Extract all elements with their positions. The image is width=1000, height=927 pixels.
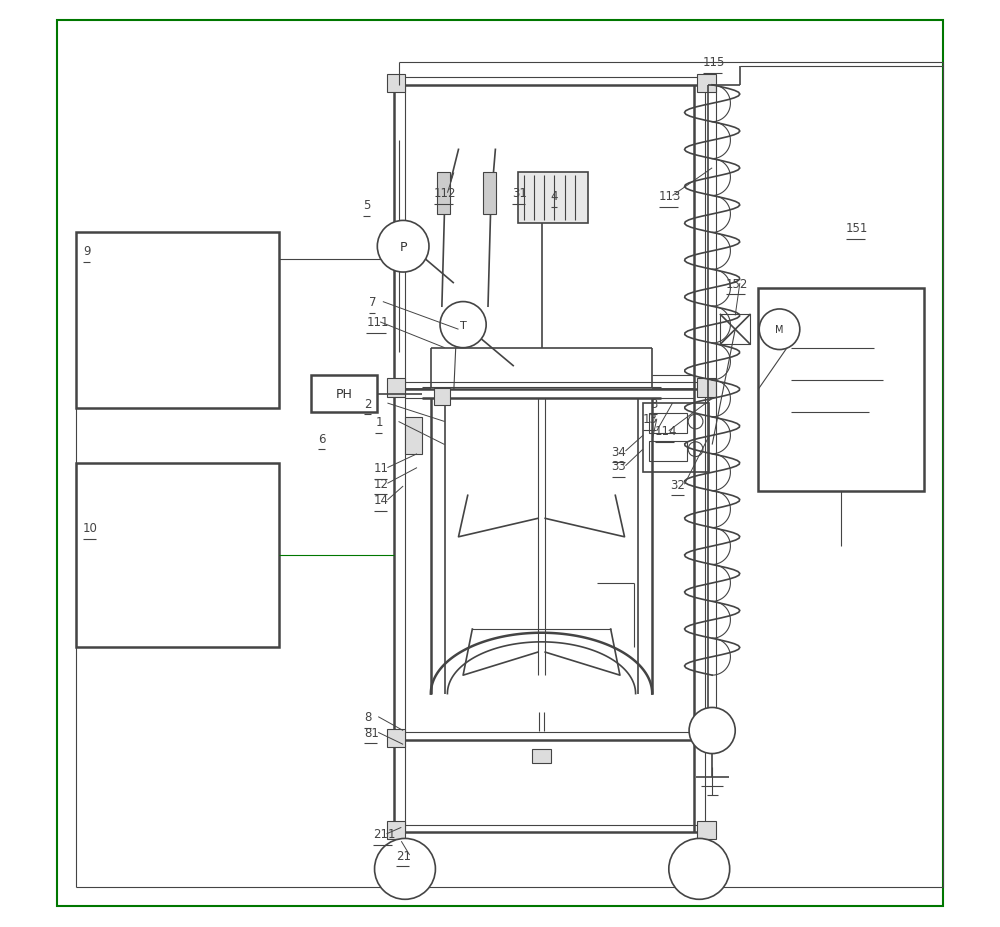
- Circle shape: [440, 302, 486, 349]
- Bar: [387, 75, 405, 93]
- Bar: [387, 379, 405, 397]
- Text: 3: 3: [650, 397, 658, 410]
- Bar: [437, 173, 450, 215]
- Text: 8: 8: [364, 710, 372, 723]
- Bar: [643, 403, 709, 473]
- Text: 13: 13: [643, 413, 658, 425]
- Text: 33: 33: [612, 460, 626, 473]
- Text: 6: 6: [318, 432, 326, 445]
- Bar: [697, 379, 716, 397]
- Bar: [649, 413, 687, 434]
- Bar: [76, 464, 279, 648]
- Text: T: T: [460, 321, 466, 330]
- Circle shape: [689, 707, 735, 754]
- Circle shape: [375, 839, 435, 899]
- Bar: [649, 441, 687, 462]
- Text: 4: 4: [551, 190, 558, 203]
- Text: 113: 113: [659, 190, 681, 203]
- Bar: [758, 288, 924, 491]
- Text: P: P: [399, 240, 407, 253]
- Bar: [76, 233, 279, 408]
- Bar: [405, 417, 422, 454]
- Text: 12: 12: [374, 477, 389, 490]
- Text: 7: 7: [369, 296, 377, 309]
- Text: 5: 5: [363, 199, 371, 212]
- Bar: [483, 173, 496, 215]
- Bar: [697, 821, 716, 840]
- Bar: [518, 173, 588, 224]
- Circle shape: [759, 310, 800, 350]
- Text: 10: 10: [83, 522, 98, 535]
- Bar: [387, 729, 405, 747]
- Text: 81: 81: [364, 726, 379, 739]
- Text: 14: 14: [374, 494, 389, 507]
- Circle shape: [669, 839, 730, 899]
- Bar: [532, 749, 551, 763]
- Text: PH: PH: [336, 387, 353, 400]
- Text: 114: 114: [655, 425, 677, 438]
- Text: 112: 112: [434, 187, 456, 200]
- Text: 2: 2: [364, 397, 372, 410]
- Bar: [720, 315, 750, 345]
- Text: 9: 9: [83, 245, 91, 258]
- Circle shape: [377, 222, 429, 273]
- Bar: [434, 388, 450, 405]
- Text: 32: 32: [671, 478, 686, 491]
- Text: 31: 31: [512, 187, 527, 200]
- Bar: [311, 376, 377, 413]
- Text: M: M: [775, 324, 784, 335]
- Text: 11: 11: [374, 462, 389, 475]
- Text: 151: 151: [846, 222, 868, 235]
- Text: 211: 211: [373, 828, 395, 841]
- Text: 1: 1: [375, 415, 383, 428]
- Text: 21: 21: [396, 848, 411, 861]
- Bar: [387, 821, 405, 840]
- Bar: [697, 729, 716, 747]
- Text: 152: 152: [726, 277, 748, 290]
- Text: 115: 115: [703, 57, 725, 70]
- Bar: [697, 75, 716, 93]
- Text: 34: 34: [612, 445, 626, 458]
- Text: 111: 111: [366, 316, 389, 329]
